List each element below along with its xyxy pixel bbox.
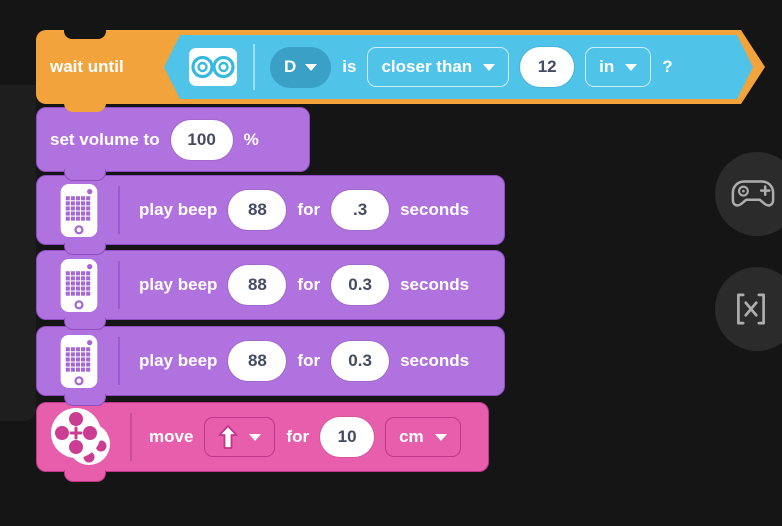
block-connector-tab xyxy=(64,100,106,112)
chevron-down-icon xyxy=(434,433,447,441)
move-distance-input[interactable]: 10 xyxy=(320,417,375,457)
play-beep-block-1[interactable]: play beep 88 for .3 seconds xyxy=(36,175,505,245)
port-dropdown[interactable]: D xyxy=(270,47,331,88)
chevron-down-icon xyxy=(483,64,495,71)
duration-input[interactable]: 0.3 xyxy=(331,341,390,381)
comparator-dropdown[interactable]: closer than xyxy=(367,47,509,87)
chevron-down-icon xyxy=(305,64,317,71)
controller-button[interactable] xyxy=(715,152,782,236)
divider xyxy=(253,44,255,90)
move-distance-value: 10 xyxy=(337,427,357,446)
for-label: for xyxy=(286,427,310,446)
block-connector-tab xyxy=(64,394,106,406)
pitch-input[interactable]: 88 xyxy=(228,190,287,230)
play-beep-block-3[interactable]: play beep 88 for 0.3 seconds xyxy=(36,326,505,396)
distance-value: 12 xyxy=(537,57,557,76)
palette-edge-panel[interactable] xyxy=(0,85,36,421)
pitch-value: 88 xyxy=(247,275,267,294)
duration-input[interactable]: 0.3 xyxy=(331,265,390,305)
duration-value: 0.3 xyxy=(348,275,372,294)
for-label: for xyxy=(297,275,321,294)
variables-icon xyxy=(737,293,765,325)
distance-input[interactable]: 12 xyxy=(520,47,574,87)
divider xyxy=(118,261,120,309)
duration-input[interactable]: .3 xyxy=(331,190,390,230)
pitch-input[interactable]: 88 xyxy=(228,265,287,305)
seconds-label: seconds xyxy=(400,200,470,219)
play-beep-block-2[interactable]: play beep 88 for 0.3 seconds xyxy=(36,250,505,320)
wait-until-label: wait until xyxy=(50,57,124,76)
up-arrow-icon xyxy=(219,425,238,449)
chevron-down-icon xyxy=(625,64,637,71)
pitch-value: 88 xyxy=(247,200,267,219)
move-block[interactable]: move for 10 cm xyxy=(36,402,489,472)
gamepad-icon xyxy=(731,180,775,207)
divider xyxy=(130,413,132,461)
play-beep-label: play beep xyxy=(139,275,218,294)
unit-value: in xyxy=(599,57,615,76)
sensor-condition-block[interactable]: D is closer than 12 in ? xyxy=(164,35,753,99)
unit-dropdown[interactable]: in xyxy=(585,47,651,87)
play-beep-label: play beep xyxy=(139,351,218,370)
move-unit-value: cm xyxy=(399,427,424,446)
block-top-notch xyxy=(64,30,106,39)
play-beep-label: play beep xyxy=(139,200,218,219)
wait-until-block[interactable]: wait until D is closer than 12 xyxy=(36,30,765,104)
port-value: D xyxy=(284,57,297,76)
seconds-label: seconds xyxy=(400,275,470,294)
direction-dropdown[interactable] xyxy=(204,417,276,457)
is-label: is xyxy=(342,57,357,76)
distance-sensor-icon xyxy=(188,47,238,87)
motor-wheels-icon xyxy=(51,408,110,465)
divider xyxy=(118,186,120,234)
pitch-value: 88 xyxy=(247,351,267,370)
hub-icon xyxy=(60,334,98,388)
pitch-input[interactable]: 88 xyxy=(228,341,287,381)
divider xyxy=(118,337,120,385)
block-connector-tab xyxy=(64,243,106,255)
duration-value: .3 xyxy=(353,200,368,219)
hub-icon xyxy=(60,183,98,237)
block-connector-tab xyxy=(64,470,106,482)
for-label: for xyxy=(297,200,321,219)
block-connector-tab xyxy=(64,169,106,181)
for-label: for xyxy=(297,351,321,370)
block-connector-tab xyxy=(64,318,106,330)
variables-button[interactable] xyxy=(715,267,782,351)
set-volume-label: set volume to xyxy=(50,129,160,149)
set-volume-block[interactable]: set volume to 100 % xyxy=(36,107,310,172)
question-label: ? xyxy=(662,57,673,76)
move-label: move xyxy=(149,427,194,446)
chevron-down-icon xyxy=(249,433,262,441)
hub-icon xyxy=(60,258,98,312)
seconds-label: seconds xyxy=(400,351,470,370)
volume-input[interactable]: 100 xyxy=(170,119,233,160)
move-unit-dropdown[interactable]: cm xyxy=(385,417,461,457)
volume-value: 100 xyxy=(187,129,216,149)
duration-value: 0.3 xyxy=(348,351,372,370)
comparator-value: closer than xyxy=(381,57,473,76)
percent-label: % xyxy=(243,129,259,149)
